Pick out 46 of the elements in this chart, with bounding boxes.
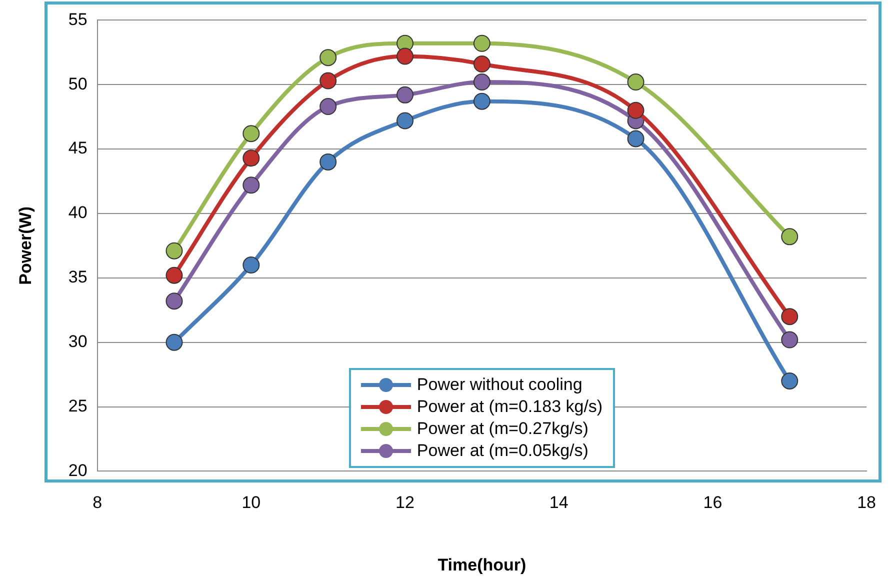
point [166,242,183,260]
point [242,256,260,274]
x-tick-label: 14 [549,493,568,512]
x-tick-label: 16 [703,493,722,512]
point [473,34,490,52]
y-tick-label: 50 [68,74,88,94]
y-tick-label: 20 [68,460,88,480]
y-tick-label: 45 [68,138,88,158]
x-tick-label: 12 [396,493,414,512]
point [166,266,183,284]
point [242,125,260,142]
point [781,228,798,246]
point [320,72,337,90]
point [242,150,260,167]
point [627,74,644,91]
point [473,74,490,91]
x-tick-label: 8 [92,493,102,512]
point [320,98,337,116]
x-tick-label: 18 [857,493,876,512]
point [166,292,183,310]
point [396,86,414,104]
point [396,112,414,130]
y-tick-label: 25 [68,396,88,416]
point [627,102,644,119]
point [396,48,414,65]
point [781,372,798,390]
legend-label: Power without cooling [416,375,582,396]
point [473,56,490,73]
y-tick-label: 40 [68,203,88,222]
x-axis-title: Time(hour) [438,555,526,574]
legend-label: Power at (m=0.27kg/s) [416,419,588,440]
point [242,176,260,194]
point [320,49,337,66]
point [320,153,337,170]
y-tick-label: 55 [68,10,88,29]
legend-label: Power at (m=0.183 kg/s) [416,397,603,418]
point [166,334,183,351]
point [781,331,798,348]
y-tick-label: 35 [68,268,88,287]
legend-label: Power at (m=0.05kg/s) [416,441,588,462]
point [627,130,644,148]
x-tick-label: 10 [242,493,261,512]
y-tick-label: 30 [68,332,88,352]
point [473,92,490,110]
y-axis-title: Power(W) [16,206,35,285]
point [781,308,798,326]
